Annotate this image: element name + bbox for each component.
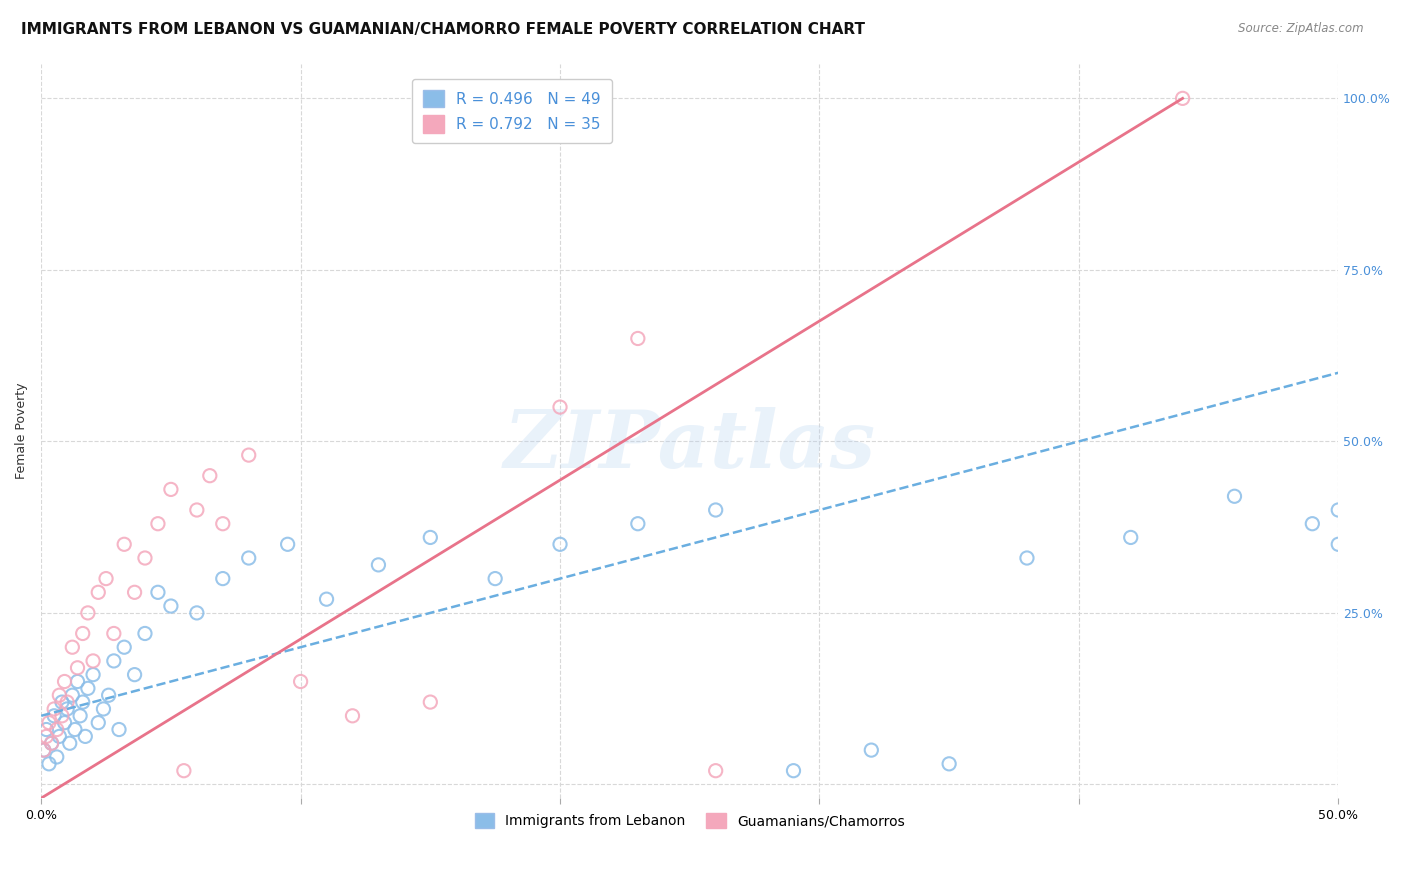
Point xyxy=(77,606,100,620)
Point xyxy=(60,640,83,655)
Legend: Immigrants from Lebanon, Guamanians/Chamorros: Immigrants from Lebanon, Guamanians/Cham… xyxy=(468,806,911,835)
Point xyxy=(38,715,60,730)
Point xyxy=(342,708,364,723)
Point xyxy=(48,688,70,702)
Point xyxy=(45,750,67,764)
Point xyxy=(173,764,195,778)
Point xyxy=(66,661,89,675)
Point xyxy=(367,558,389,572)
Text: Source: ZipAtlas.com: Source: ZipAtlas.com xyxy=(1239,22,1364,36)
Point xyxy=(41,736,63,750)
Point xyxy=(938,756,960,771)
Point xyxy=(35,723,58,737)
Point xyxy=(782,764,804,778)
Point xyxy=(238,551,260,566)
Point xyxy=(32,743,55,757)
Point xyxy=(75,730,97,744)
Point xyxy=(82,667,104,681)
Point xyxy=(51,708,73,723)
Point xyxy=(60,688,83,702)
Point xyxy=(1015,551,1038,566)
Point xyxy=(103,626,125,640)
Point xyxy=(87,585,110,599)
Point xyxy=(41,736,63,750)
Point xyxy=(277,537,299,551)
Point xyxy=(44,702,66,716)
Point xyxy=(93,702,115,716)
Point xyxy=(72,626,94,640)
Point xyxy=(146,585,169,599)
Point xyxy=(48,730,70,744)
Point xyxy=(419,695,441,709)
Point xyxy=(72,695,94,709)
Point xyxy=(290,674,312,689)
Point xyxy=(1171,91,1194,105)
Point xyxy=(548,400,571,414)
Point xyxy=(198,468,221,483)
Point xyxy=(704,764,727,778)
Y-axis label: Female Poverty: Female Poverty xyxy=(15,383,28,479)
Point xyxy=(56,695,79,709)
Point xyxy=(211,516,233,531)
Point xyxy=(44,708,66,723)
Point xyxy=(82,654,104,668)
Point xyxy=(124,585,146,599)
Point xyxy=(108,723,131,737)
Point xyxy=(56,702,79,716)
Point xyxy=(45,723,67,737)
Point xyxy=(35,730,58,744)
Point xyxy=(103,654,125,668)
Point xyxy=(112,537,135,551)
Point xyxy=(186,503,208,517)
Point xyxy=(32,743,55,757)
Point xyxy=(160,599,183,613)
Point xyxy=(53,674,76,689)
Point xyxy=(1327,537,1350,551)
Point xyxy=(548,537,571,551)
Point xyxy=(484,572,506,586)
Point xyxy=(77,681,100,696)
Point xyxy=(860,743,883,757)
Point xyxy=(97,688,120,702)
Point xyxy=(53,715,76,730)
Point xyxy=(238,448,260,462)
Point xyxy=(87,715,110,730)
Point xyxy=(315,592,337,607)
Point xyxy=(59,736,82,750)
Point xyxy=(134,551,156,566)
Point xyxy=(63,723,86,737)
Point xyxy=(160,483,183,497)
Point xyxy=(38,756,60,771)
Point xyxy=(211,572,233,586)
Text: ZIPatlas: ZIPatlas xyxy=(503,407,876,484)
Point xyxy=(1223,489,1246,503)
Text: IMMIGRANTS FROM LEBANON VS GUAMANIAN/CHAMORRO FEMALE POVERTY CORRELATION CHART: IMMIGRANTS FROM LEBANON VS GUAMANIAN/CHA… xyxy=(21,22,865,37)
Point xyxy=(66,674,89,689)
Point xyxy=(419,531,441,545)
Point xyxy=(112,640,135,655)
Point xyxy=(627,516,650,531)
Point xyxy=(51,695,73,709)
Point xyxy=(1327,503,1350,517)
Point xyxy=(1119,531,1142,545)
Point xyxy=(1301,516,1323,531)
Point xyxy=(134,626,156,640)
Point xyxy=(69,708,91,723)
Point xyxy=(94,572,117,586)
Point xyxy=(124,667,146,681)
Point xyxy=(627,331,650,345)
Point xyxy=(186,606,208,620)
Point xyxy=(146,516,169,531)
Point xyxy=(704,503,727,517)
